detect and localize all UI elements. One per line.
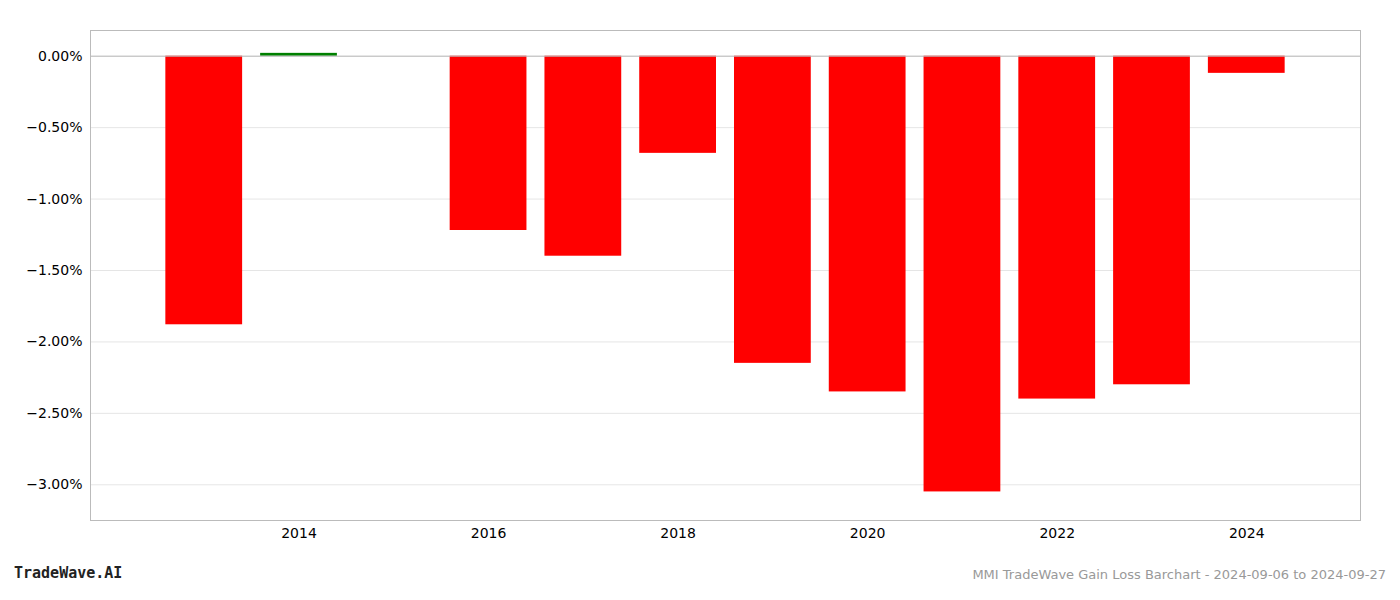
html-text:MMI TradeWave Gain Loss Barcha: MMI TradeWave Gain Loss Barchart - 2024-…: [972, 567, 1386, 582]
svg-text:0.00%: 0.00%: [38, 48, 82, 64]
svg-text:2022: 2022: [1039, 525, 1075, 541]
svg-text:−0.50%: −0.50%: [26, 119, 82, 135]
svg-text:−1.50%: −1.50%: [26, 262, 82, 278]
svg-text:2018: 2018: [660, 525, 696, 541]
svg-text:−1.00%: −1.00%: [26, 191, 82, 207]
html-text:TradeWave.AI: TradeWave.AI: [14, 564, 123, 582]
svg-text:2020: 2020: [850, 525, 886, 541]
svg-text:2014: 2014: [281, 525, 317, 541]
svg-text:−3.00%: −3.00%: [26, 476, 82, 492]
svg-text:−2.00%: −2.00%: [26, 333, 82, 349]
svg-text:2024: 2024: [1229, 525, 1265, 541]
svg-text:2016: 2016: [471, 525, 507, 541]
svg-text:−2.50%: −2.50%: [26, 405, 82, 421]
